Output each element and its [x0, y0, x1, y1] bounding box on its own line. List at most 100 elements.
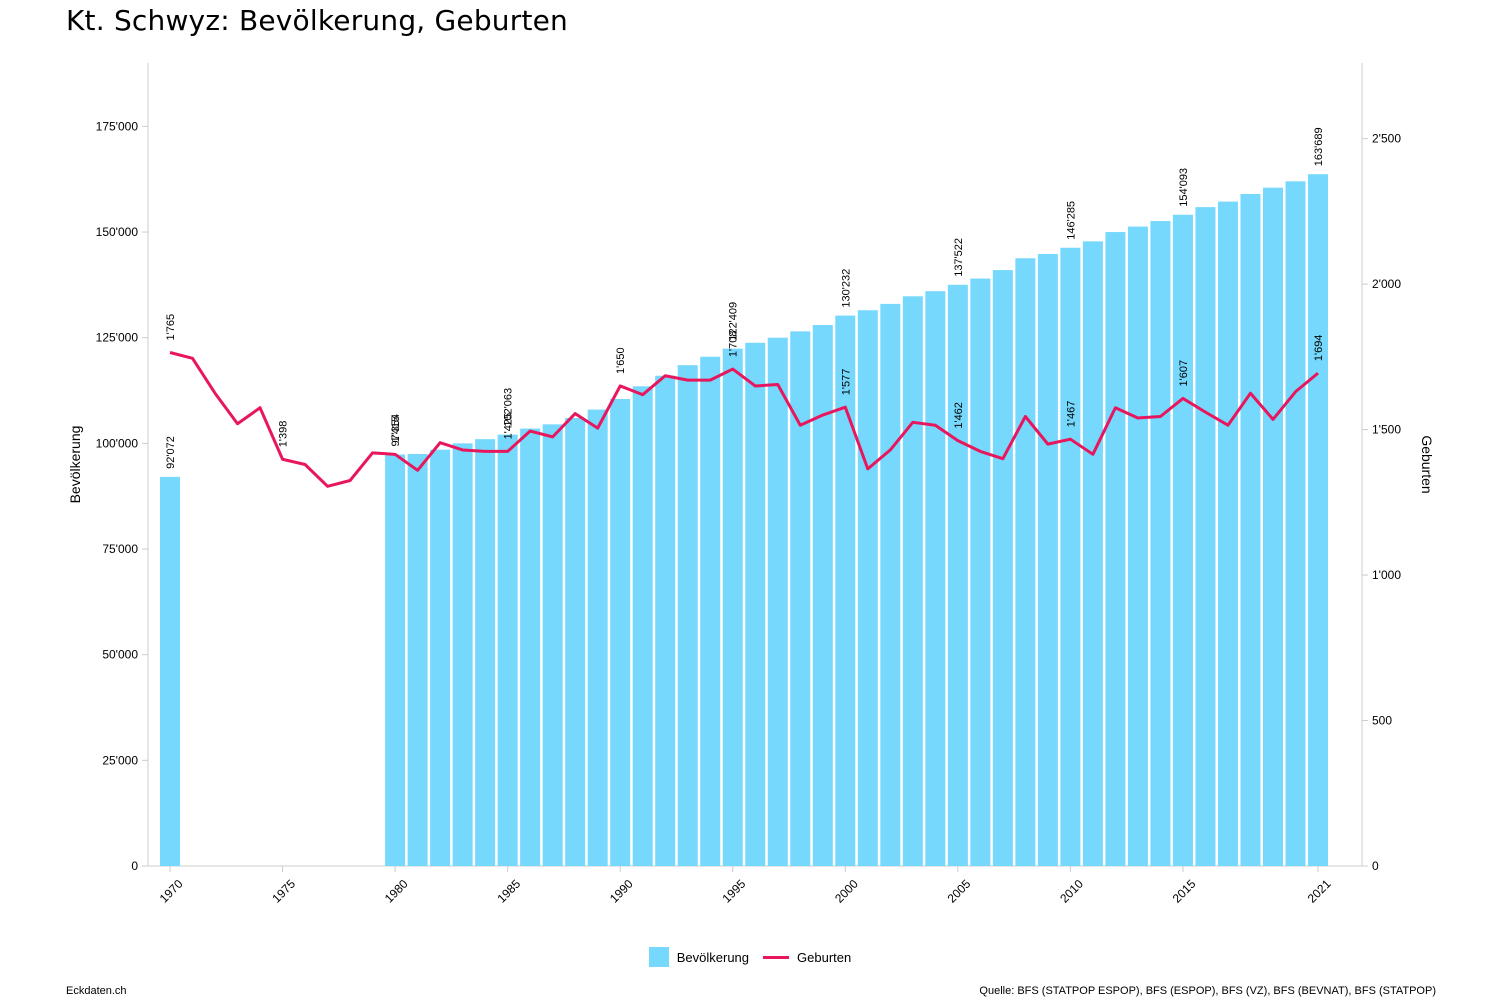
x-tick-label: 1975 [269, 877, 298, 906]
y-right-tick-label: 1'000 [1372, 568, 1401, 582]
bar-population [992, 270, 1013, 866]
bar-population [610, 398, 631, 866]
y-left-tick-label: 75'000 [102, 542, 138, 556]
x-tick-label: 1990 [607, 877, 636, 906]
bar-population [475, 439, 496, 866]
legend-swatch-bar [648, 947, 669, 967]
bar-population [700, 356, 721, 866]
y-left-tick-label: 50'000 [102, 648, 138, 662]
bar-population [745, 342, 766, 866]
bar-population [1082, 241, 1103, 866]
x-tick-label: 2015 [1170, 877, 1199, 906]
bar-population [1037, 254, 1058, 866]
bar-population [452, 443, 473, 866]
bar-population [1127, 226, 1148, 867]
bar-population [857, 310, 878, 866]
bar-population [790, 331, 811, 866]
bar-population [1285, 181, 1306, 866]
legend-label-population: Bevölkerung [676, 949, 750, 965]
data-label: 102'063 [503, 388, 515, 427]
legend-label-births: Geburten [797, 949, 852, 965]
data-label: 92'072 [165, 436, 177, 469]
y-right-tick-label: 1'500 [1372, 423, 1401, 437]
y-left-tick-label: 25'000 [102, 753, 138, 767]
data-label: 1'765 [165, 314, 177, 341]
y-axis-left-title: Bevölkerung [67, 426, 83, 504]
bar-population [1195, 207, 1216, 866]
y-left-tick-label: 175'000 [96, 119, 139, 133]
y-left-tick-label: 100'000 [96, 436, 139, 450]
bar-population [767, 337, 788, 866]
bar-population [542, 424, 563, 866]
x-tick-label: 2005 [945, 877, 974, 906]
legend-item-births[interactable]: Geburten [763, 950, 851, 965]
data-label: 1'577 [840, 369, 852, 396]
x-tick-label: 2021 [1305, 877, 1334, 906]
bar-population [970, 278, 991, 866]
bar-population [520, 428, 541, 866]
bar-population [1015, 258, 1036, 866]
line-births [169, 351, 1319, 488]
bar-population [1240, 194, 1261, 866]
y-left-tick-label: 125'000 [96, 331, 139, 345]
bar-population [1150, 221, 1171, 866]
x-tick-label: 1985 [494, 877, 523, 906]
data-label: 130'232 [840, 269, 852, 308]
data-label: 97'354 [390, 414, 402, 447]
data-label: 1'650 [615, 347, 627, 374]
data-label: 146'285 [1065, 201, 1077, 240]
y-right-tick-label: 2'000 [1372, 277, 1401, 291]
bar-population [925, 291, 946, 866]
bar-population [407, 453, 428, 866]
x-tick-label: 1995 [720, 877, 749, 906]
chart-title: Kt. Schwyz: Bevölkerung, Geburten [66, 4, 569, 37]
bar-population [1172, 214, 1193, 866]
data-label: 1'415 [390, 416, 402, 443]
chart-legend: Bevölkerung Geburten [0, 945, 1500, 969]
y-right-tick-label: 0 [1372, 859, 1379, 873]
x-tick-label: 1980 [382, 877, 411, 906]
legend-swatch-line [763, 955, 790, 959]
bar-population [947, 284, 968, 867]
bar-population [812, 325, 833, 866]
legend-item-population[interactable]: Bevölkerung [648, 947, 750, 967]
data-label: 1'425 [503, 413, 515, 440]
bar-population [430, 449, 451, 866]
bar-population [497, 434, 518, 866]
bar-population [160, 476, 180, 866]
y-left-tick-label: 0 [131, 859, 138, 873]
bar-population [902, 296, 923, 867]
data-label: 1'467 [1065, 401, 1077, 428]
footer-source: Quelle: BFS (STATPOP ESPOP), BFS (ESPOP)… [979, 985, 1436, 997]
bar-population [587, 409, 608, 866]
bar-population [880, 303, 901, 866]
bar-population [655, 375, 676, 866]
bar-population [1262, 187, 1283, 866]
y-right-tick-label: 500 [1372, 714, 1392, 728]
bar-population [385, 454, 406, 866]
y-left-tick-label: 150'000 [96, 225, 139, 239]
y-axis-right-title: Geburten [1419, 435, 1435, 493]
bar-population [565, 418, 586, 866]
data-label: 154'093 [1178, 168, 1190, 207]
footer-site: Eckdaten.ch [66, 985, 127, 997]
x-tick-label: 2010 [1057, 877, 1086, 906]
bar-population [835, 315, 856, 866]
data-label: 122'409 [728, 302, 740, 341]
bar-population [722, 348, 743, 867]
bar-population [677, 365, 698, 866]
x-tick-label: 1970 [157, 877, 186, 906]
bar-population [1217, 201, 1238, 866]
data-label: 1'708 [728, 330, 740, 357]
bar-population [632, 386, 653, 866]
data-label: 1'398 [278, 421, 290, 448]
bar-population [1308, 174, 1328, 866]
data-label: 163'689 [1313, 127, 1325, 166]
y-right-tick-label: 2'500 [1372, 132, 1401, 146]
bar-population [1105, 232, 1126, 867]
data-label: 1'607 [1178, 360, 1190, 387]
data-label: 1'694 [1313, 335, 1325, 362]
bar-population [1060, 247, 1081, 866]
data-label: 1'462 [953, 402, 965, 429]
